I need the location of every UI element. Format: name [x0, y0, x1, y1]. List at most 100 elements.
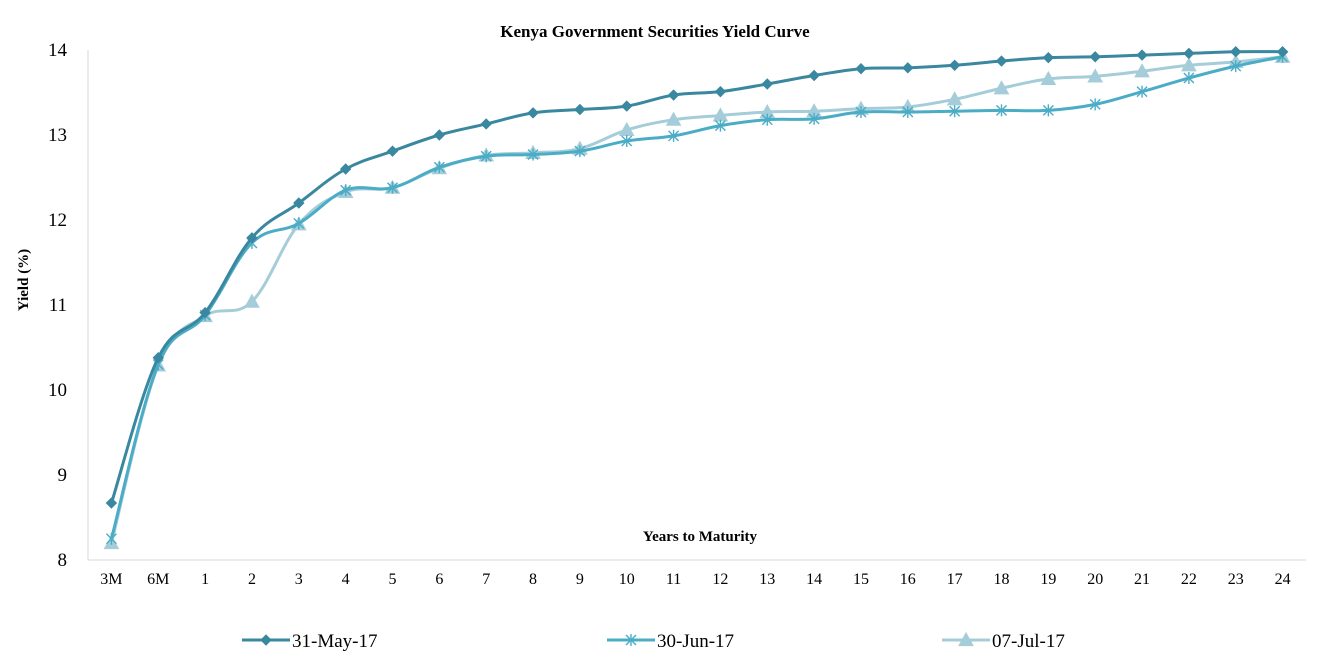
data-point [1276, 45, 1289, 58]
data-point [1183, 72, 1195, 85]
data-point [1089, 98, 1101, 111]
series-line [109, 50, 1285, 505]
x-axis-label: Years to Maturity [643, 529, 758, 545]
data-point [761, 113, 773, 126]
data-point [433, 129, 446, 141]
data-point [1136, 85, 1148, 98]
x-tick-label: 18 [994, 571, 1010, 588]
y-axis-label: Yield (%) [16, 249, 32, 311]
x-tick-label: 3 [295, 571, 303, 588]
legend-label: 30-Jun-17 [657, 631, 734, 652]
data-point [714, 119, 726, 132]
x-tick-label: 12 [712, 571, 728, 588]
x-tick-label: 20 [1087, 571, 1103, 588]
y-tick-label: 12 [48, 210, 67, 231]
series-30-Jun-17 [105, 50, 1289, 545]
x-tick-label: 16 [900, 571, 916, 588]
y-tick-label: 13 [48, 125, 67, 146]
y-tick-label: 14 [48, 40, 68, 61]
data-point [1181, 57, 1197, 72]
legend-item: 30-Jun-17 [607, 631, 734, 652]
data-point [948, 59, 961, 72]
data-point [1087, 68, 1104, 83]
data-point [433, 161, 445, 174]
legend-item: 31-May-17 [242, 631, 377, 652]
x-tick-label: 7 [482, 571, 490, 588]
data-point [668, 129, 680, 142]
data-point [574, 103, 586, 116]
x-tick-label: 14 [806, 571, 822, 588]
legend-item: 07-Jul-17 [942, 631, 1065, 652]
data-point [761, 78, 773, 90]
x-tick-label: 17 [947, 571, 963, 588]
data-point [1040, 70, 1057, 85]
data-point [949, 105, 961, 118]
data-point [244, 293, 260, 308]
x-tick-label: 10 [619, 571, 635, 588]
data-point [1089, 51, 1101, 63]
x-tick-label: 6M [147, 571, 169, 588]
data-point [808, 69, 820, 82]
x-tick-label: 6 [435, 571, 443, 588]
y-tick-label: 9 [58, 465, 68, 486]
legend-marker [260, 634, 272, 646]
legend-label: 31-May-17 [292, 631, 377, 652]
x-tick-label: 8 [529, 571, 537, 588]
series-07-Jul-17 [103, 48, 1291, 550]
data-point [386, 145, 399, 157]
data-point [480, 150, 492, 163]
data-point [152, 351, 164, 364]
x-tick-label: 11 [666, 571, 681, 588]
data-point [340, 184, 352, 197]
data-point [855, 106, 867, 119]
data-point [667, 89, 680, 101]
data-point [527, 148, 539, 161]
data-point [293, 217, 305, 230]
data-point [1042, 104, 1054, 117]
x-tick-label: 19 [1040, 571, 1056, 588]
data-point [996, 104, 1007, 117]
chart-title: Kenya Government Securities Yield Curve [500, 22, 810, 41]
x-tick-label: 15 [853, 571, 869, 588]
data-point [246, 232, 258, 244]
data-point [574, 145, 586, 158]
x-tick-label: 23 [1228, 571, 1244, 588]
x-tick-label: 24 [1275, 571, 1291, 588]
x-tick-label: 13 [759, 571, 775, 588]
x-tick-label: 9 [576, 571, 584, 588]
legend-marker [958, 631, 974, 647]
y-tick-label: 8 [58, 550, 68, 571]
x-tick-label: 4 [342, 571, 350, 588]
x-tick-label: 1 [201, 571, 209, 588]
data-point [105, 532, 117, 545]
data-point [293, 197, 305, 209]
data-point [1134, 63, 1150, 78]
y-tick-label: 11 [49, 295, 67, 316]
x-tick-label: 3M [100, 571, 122, 588]
data-point [995, 55, 1008, 67]
data-point [902, 106, 914, 119]
data-point [387, 181, 398, 194]
x-tick-label: 5 [389, 571, 397, 588]
x-tick-labels: 3M 6M 1 2 3 4 5 6 7 8 9 10 11 12 13 14 15 16 17 18 19 20 21 22 2… [100, 571, 1290, 588]
data-point [902, 62, 914, 74]
y-tick-label: 10 [48, 380, 67, 401]
data-point [714, 85, 727, 98]
x-tick-label: 2 [248, 571, 256, 588]
data-point [946, 91, 963, 106]
legend: 31-May-17 30-Jun-17 07-Jul-17 [242, 631, 1065, 652]
data-point [527, 107, 539, 119]
data-point [105, 497, 118, 509]
y-tick-labels: 8 9 10 11 12 13 14 [48, 40, 68, 571]
x-tick-label: 21 [1134, 571, 1150, 588]
x-tick-label: 22 [1181, 571, 1197, 588]
data-point [621, 134, 633, 147]
data-point [855, 62, 867, 75]
data-point [1183, 47, 1195, 60]
data-point [339, 163, 352, 175]
legend-marker [625, 634, 637, 646]
data-point [665, 111, 682, 126]
data-point [1230, 60, 1242, 73]
axes [87, 50, 1306, 561]
